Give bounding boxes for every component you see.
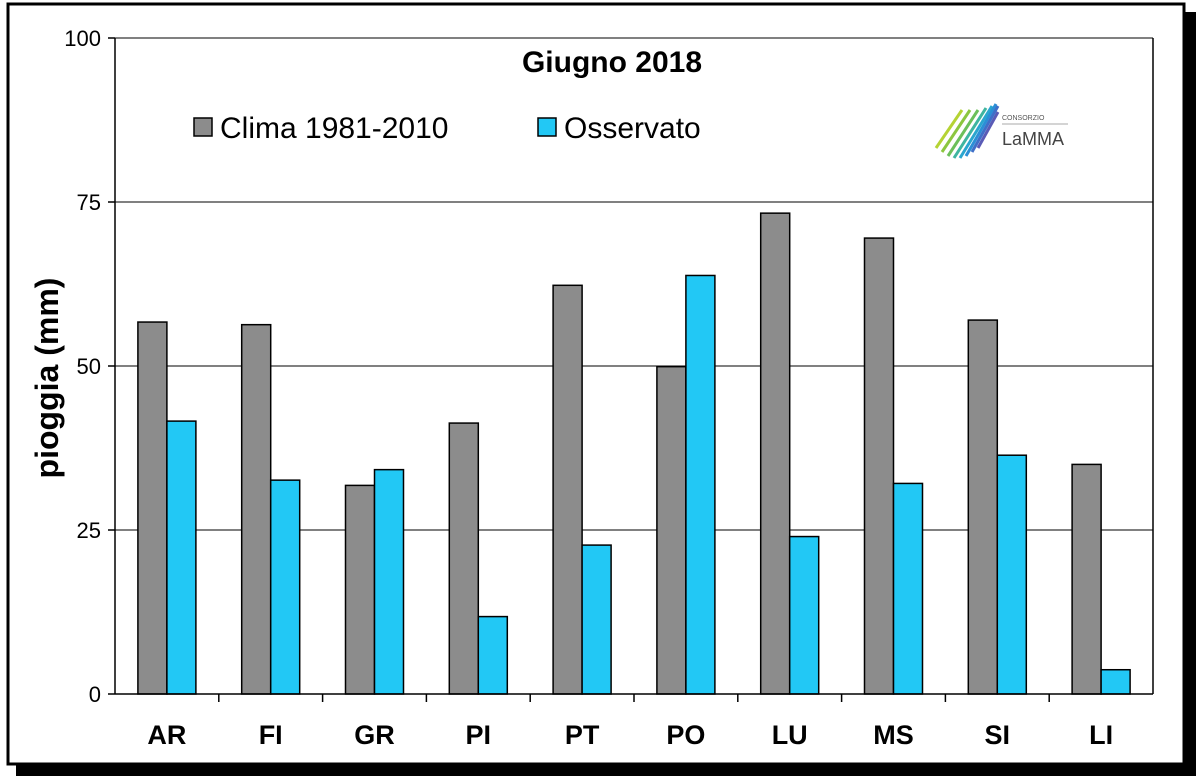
legend-swatch-osservato [537,117,557,137]
x-tick-label: PT [565,720,600,750]
x-tick-label: SI [985,720,1011,750]
bar-osservato-ms [892,482,924,695]
x-tick-labels: AR FI GR PI PT PO LU MS SI LI [147,694,1113,750]
bar-osservato-fi [269,479,301,695]
bar-osservato-gr [373,468,405,695]
bar-clima-gr [344,484,376,695]
bar-osservato-pt [581,544,612,695]
bar-clima-si [967,319,999,695]
y-tick-labels: 0 25 50 75 100 [64,26,115,707]
legend: Clima 1981-2010 Osservato [193,112,701,145]
bar-clima-po [656,365,687,695]
bars [137,212,1131,695]
bar-clima-lu [759,212,791,695]
bar-osservato-po [685,274,716,695]
lamma-logo: CONSORZIO LaMMA [934,103,1068,159]
bar-clima-pt [552,284,583,695]
x-tick-label: PI [466,720,492,750]
x-tick-label: PO [666,720,705,750]
bar-osservato-si [996,454,1028,695]
logo-text-main: LaMMA [1002,129,1064,149]
x-tick-label: MS [873,720,914,750]
bar-osservato-ar [166,420,197,695]
bar-osservato-li [1100,668,1131,695]
x-tick-label: LI [1089,720,1113,750]
logo-text-small: CONSORZIO [1002,115,1045,122]
bar-clima-li [1071,463,1102,695]
y-tick-label: 100 [64,26,101,51]
bar-clima-ar [137,321,168,695]
bar-osservato-pi [477,615,509,695]
bar-clima-pi [448,422,480,695]
y-tick-label: 50 [77,354,101,379]
x-tick-label: LU [772,720,808,750]
legend-label-clima: Clima 1981-2010 [220,112,448,145]
y-tick-label: 0 [89,682,101,707]
legend-label-osservato: Osservato [564,112,701,145]
y-axis-label: pioggia (mm) [29,278,65,479]
y-tick-label: 75 [77,190,101,215]
bar-clima-fi [240,323,272,695]
legend-swatch-clima [193,117,213,137]
x-tick-label: FI [259,720,283,750]
chart-title: Giugno 2018 [522,46,702,79]
bar-clima-ms [863,237,895,695]
x-tick-label: AR [147,720,186,750]
bar-osservato-lu [788,535,820,695]
lamma-logo-stripes-icon [934,103,1000,159]
y-tick-label: 25 [77,518,101,543]
x-tick-label: GR [354,720,395,750]
